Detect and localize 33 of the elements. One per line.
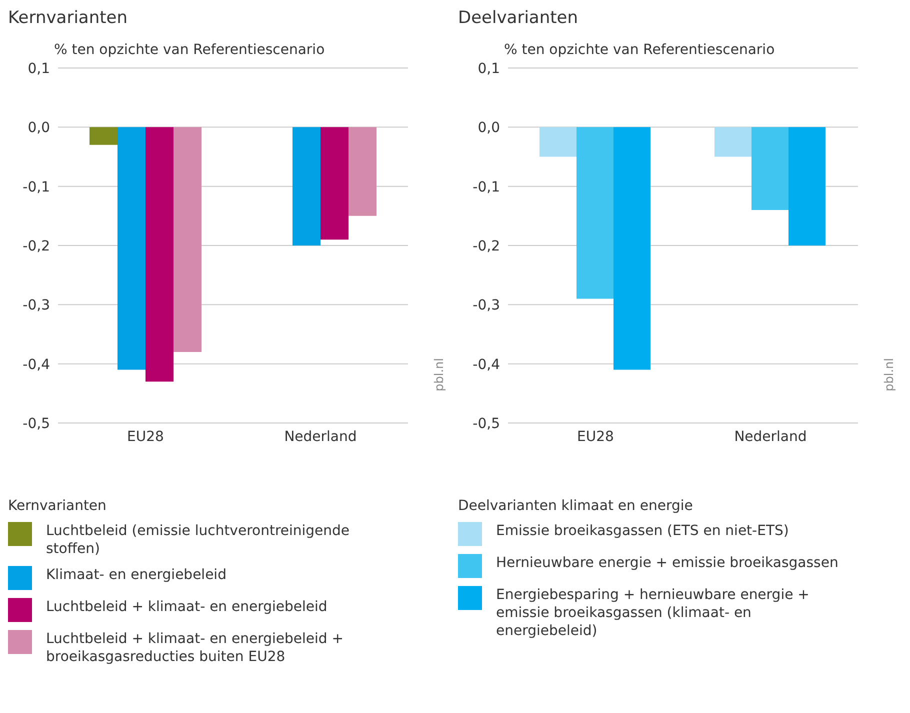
y-tick-label: 0,0 bbox=[478, 120, 500, 136]
y-axis-title: % ten opzichte van Referentiescenario bbox=[54, 42, 326, 58]
y-tick-label: -0,5 bbox=[472, 416, 500, 432]
legend-label: Luchtbeleid (emissie luchtverontreinigende stoffen) bbox=[46, 522, 351, 558]
y-tick-label: -0,4 bbox=[472, 356, 500, 373]
x-tick-label: Nederland bbox=[284, 428, 357, 445]
chart-title: Kernvarianten bbox=[8, 8, 129, 28]
legend-label: Energiebesparing + hernieuwbare energie + emissie broeikasgassen (klimaat- en energiebeleid) bbox=[496, 586, 810, 640]
chart-title: Deelvarianten bbox=[458, 8, 580, 28]
y-tick-label: -0,4 bbox=[22, 356, 50, 373]
legend-label: Luchtbeleid + klimaat- en energiebeleid bbox=[46, 598, 328, 616]
x-tick-label: Nederland bbox=[734, 428, 807, 445]
legend-label: Emissie broeikasgassen (ETS en niet-ETS) bbox=[496, 522, 790, 540]
y-tick-label: -0,1 bbox=[472, 179, 500, 196]
y-tick-label: -0,3 bbox=[22, 298, 50, 314]
y-tick-label: -0,3 bbox=[472, 298, 500, 314]
legend-label: Hernieuwbare energie + emissie broeikasgassen bbox=[496, 554, 840, 572]
y-tick-label: -0,1 bbox=[22, 179, 50, 196]
x-tick-label: EU28 bbox=[577, 428, 614, 445]
legend-label: Klimaat- en energiebeleid bbox=[46, 566, 228, 584]
y-tick-label: -0,5 bbox=[22, 416, 50, 432]
y-tick-label: 0,1 bbox=[28, 60, 50, 77]
legend-label: Luchtbeleid + klimaat- en energiebeleid + broeikasgasreducties buiten EU28 bbox=[46, 630, 344, 666]
text: pbl.nl bbox=[882, 358, 896, 392]
y-tick-label: -0,2 bbox=[22, 238, 50, 254]
y-tick-label: 0,1 bbox=[478, 60, 500, 77]
y-tick-label: -0,2 bbox=[472, 238, 500, 254]
x-tick-label: EU28 bbox=[127, 428, 164, 445]
y-tick-label: 0,0 bbox=[28, 120, 50, 136]
legend-title: Kernvarianten bbox=[8, 498, 108, 514]
legend-title: Deelvarianten klimaat en energie bbox=[458, 498, 694, 514]
text: pbl.nl bbox=[432, 358, 446, 392]
y-axis-title: % ten opzichte van Referentiescenario bbox=[504, 42, 776, 58]
